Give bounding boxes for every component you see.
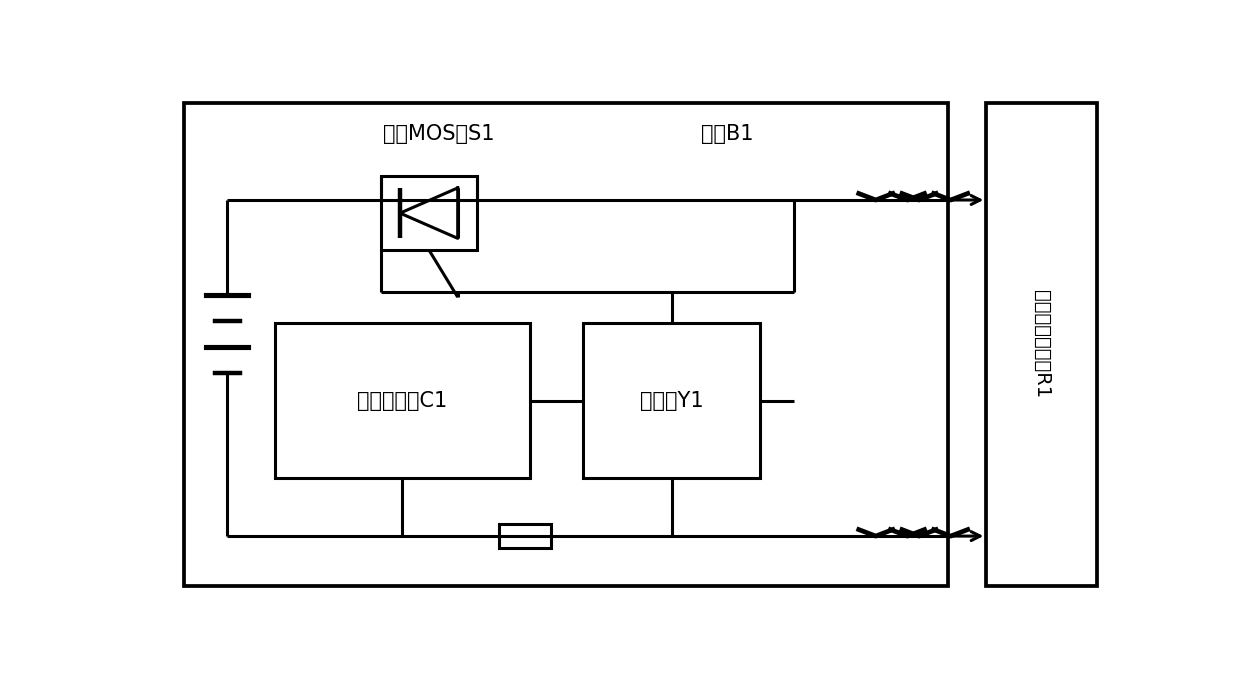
Text: 微控制系统C1: 微控制系统C1 xyxy=(357,391,448,411)
Text: 放电MOS管S1: 放电MOS管S1 xyxy=(383,124,495,145)
Bar xyxy=(986,103,1096,586)
Bar xyxy=(498,524,552,548)
Bar xyxy=(381,177,477,250)
Text: 无人机控制系统R1: 无人机控制系统R1 xyxy=(1032,291,1052,398)
Text: 电流源Y1: 电流源Y1 xyxy=(640,391,703,411)
Bar xyxy=(275,323,529,478)
Bar xyxy=(583,323,760,478)
Bar xyxy=(184,103,947,586)
Text: 电池B1: 电池B1 xyxy=(701,124,753,145)
